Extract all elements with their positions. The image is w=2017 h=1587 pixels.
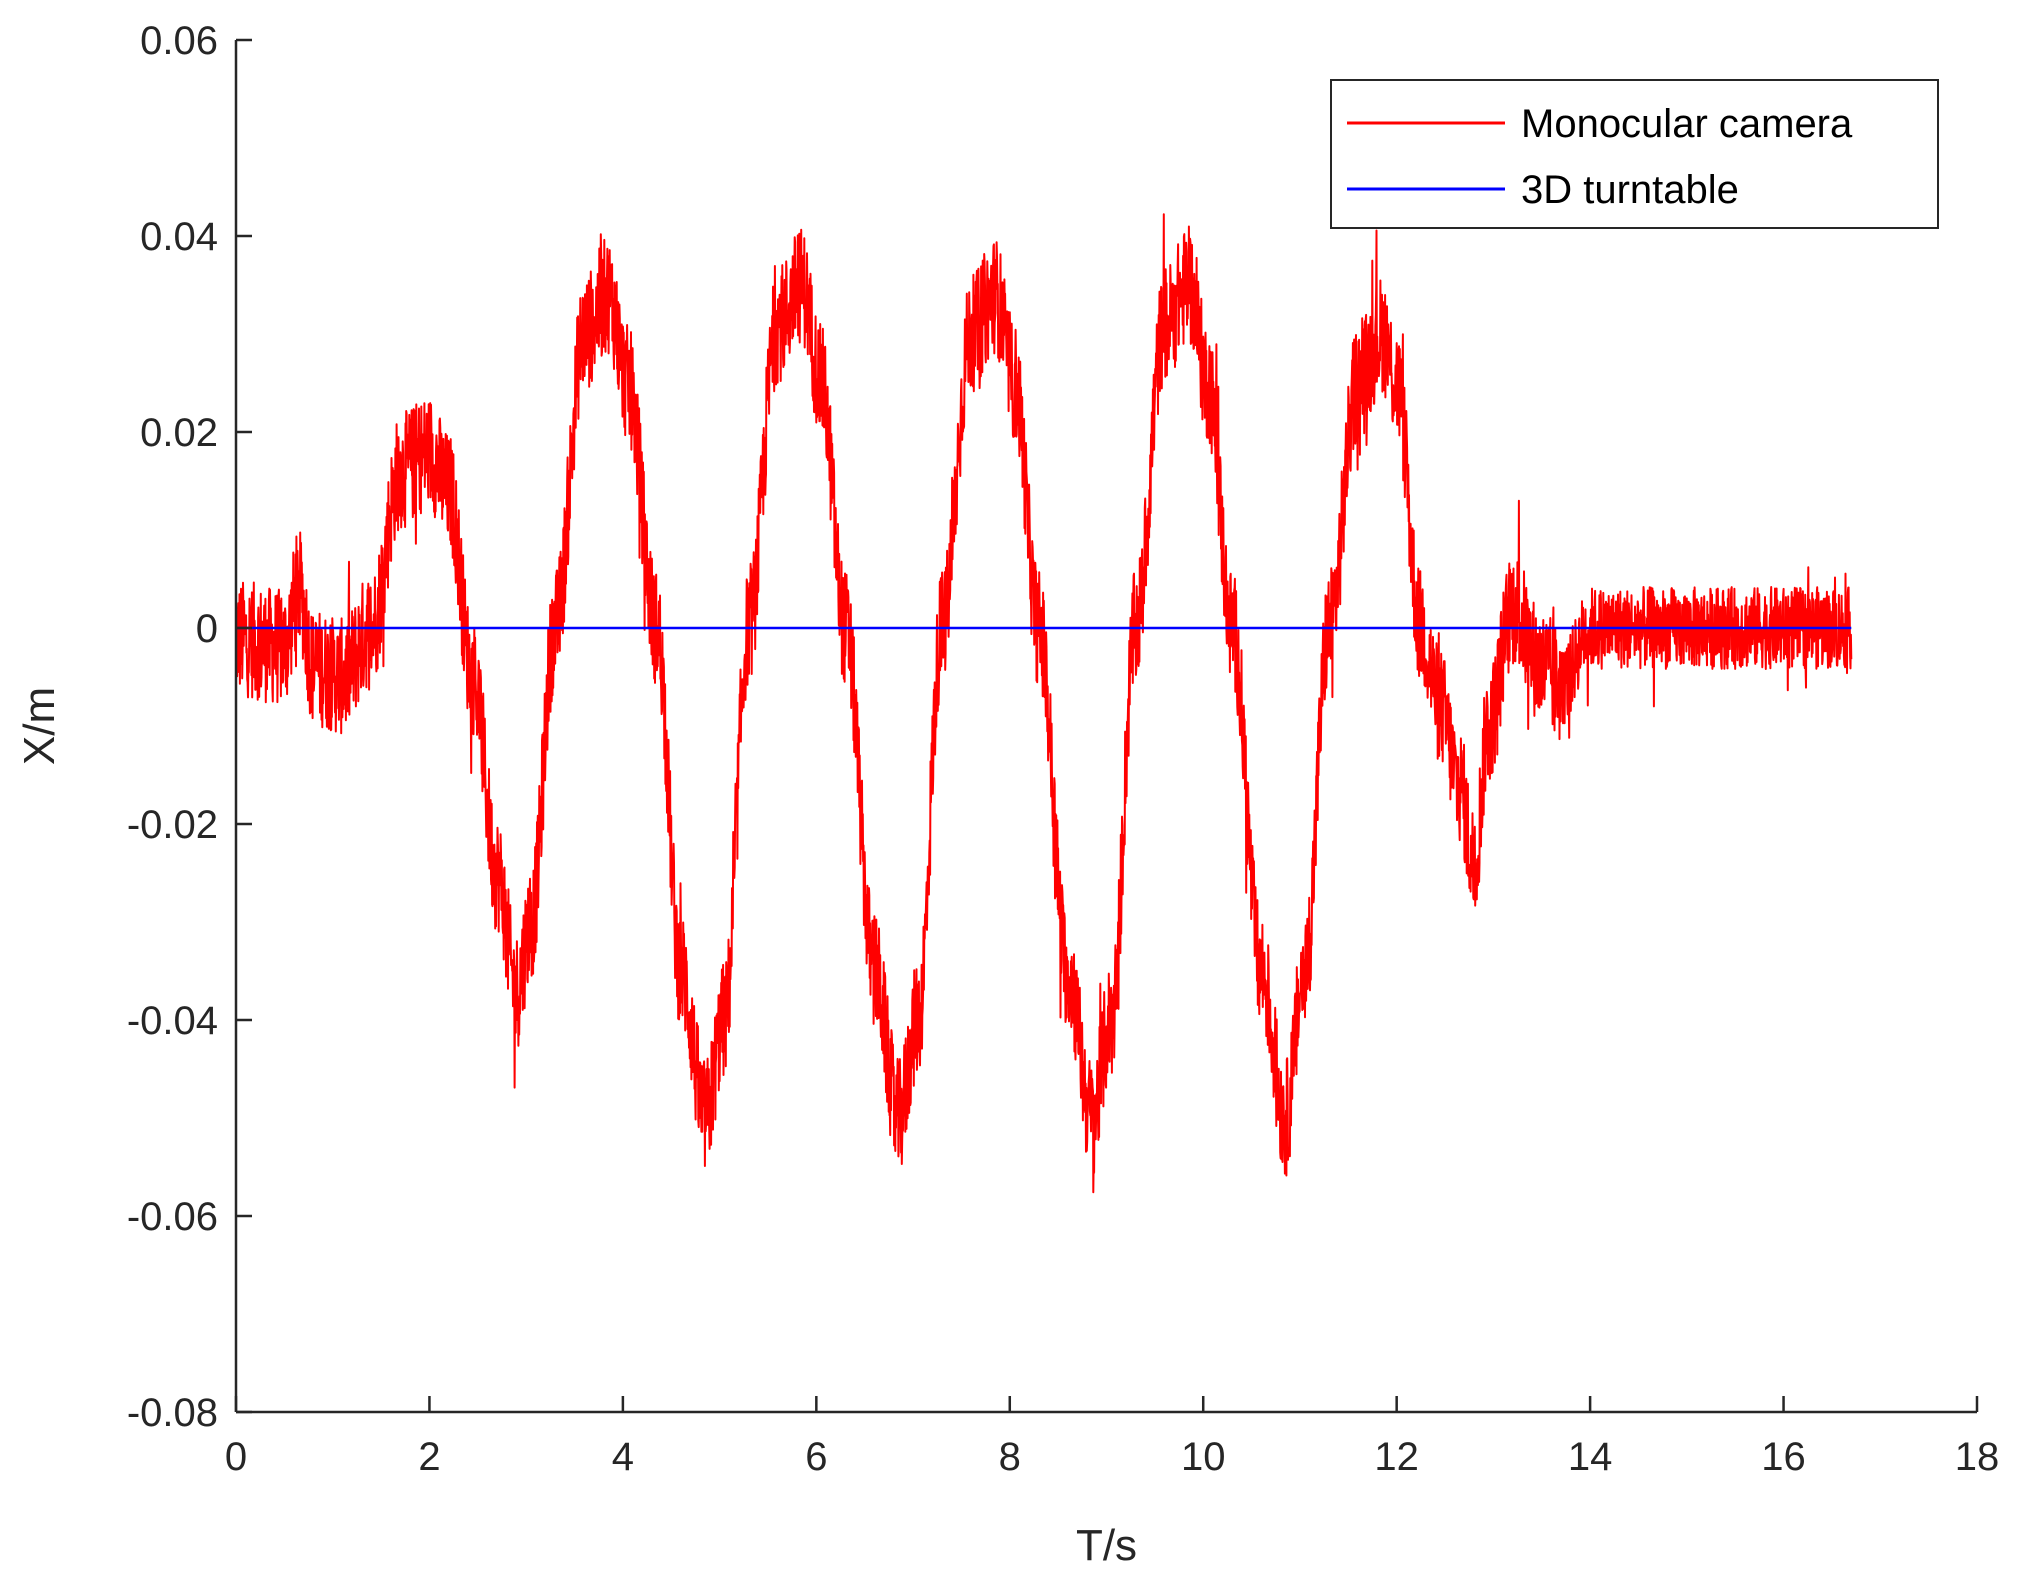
x-tick-label: 2 bbox=[418, 1435, 440, 1479]
x-tick-label: 0 bbox=[225, 1435, 247, 1479]
x-axis-ticks: 0 2 4 6 8 10 12 14 16 18 bbox=[225, 1396, 1999, 1479]
x-tick-label: 6 bbox=[805, 1435, 827, 1479]
y-tick-label: -0.02 bbox=[127, 803, 218, 847]
y-tick-label: 0.06 bbox=[140, 19, 218, 63]
y-axis-ticks: -0.08 -0.06 -0.04 -0.02 0 0.02 0.04 0.06 bbox=[127, 19, 252, 1435]
x-tick-label: 8 bbox=[999, 1435, 1021, 1479]
legend: Monocular camera 3D turntable bbox=[1330, 79, 1939, 229]
y-tick-label: 0.04 bbox=[140, 215, 218, 259]
plot-lines bbox=[235, 213, 1853, 1194]
x-tick-label: 14 bbox=[1568, 1435, 1613, 1479]
x-tick-label: 4 bbox=[612, 1435, 634, 1479]
y-tick-label: -0.06 bbox=[127, 1195, 218, 1239]
x-tick-label: 18 bbox=[1955, 1435, 2000, 1479]
axes bbox=[234, 40, 1977, 1414]
x-axis-label: T/s bbox=[1076, 1521, 1137, 1570]
legend-label-3d-turntable: 3D turntable bbox=[1521, 168, 1739, 212]
x-tick-label: 12 bbox=[1374, 1435, 1419, 1479]
legend-label-monocular-camera: Monocular camera bbox=[1521, 102, 1853, 146]
y-tick-label: -0.08 bbox=[127, 1391, 218, 1435]
legend-box bbox=[1330, 79, 1939, 229]
y-tick-label: -0.04 bbox=[127, 999, 218, 1043]
y-axis-label: X/m bbox=[15, 687, 64, 765]
series-line-monocular-camera bbox=[235, 213, 1853, 1194]
y-tick-label: 0.02 bbox=[140, 411, 218, 455]
y-tick-label: 0 bbox=[196, 607, 218, 651]
x-tick-label: 16 bbox=[1761, 1435, 1806, 1479]
x-tick-label: 10 bbox=[1181, 1435, 1226, 1479]
